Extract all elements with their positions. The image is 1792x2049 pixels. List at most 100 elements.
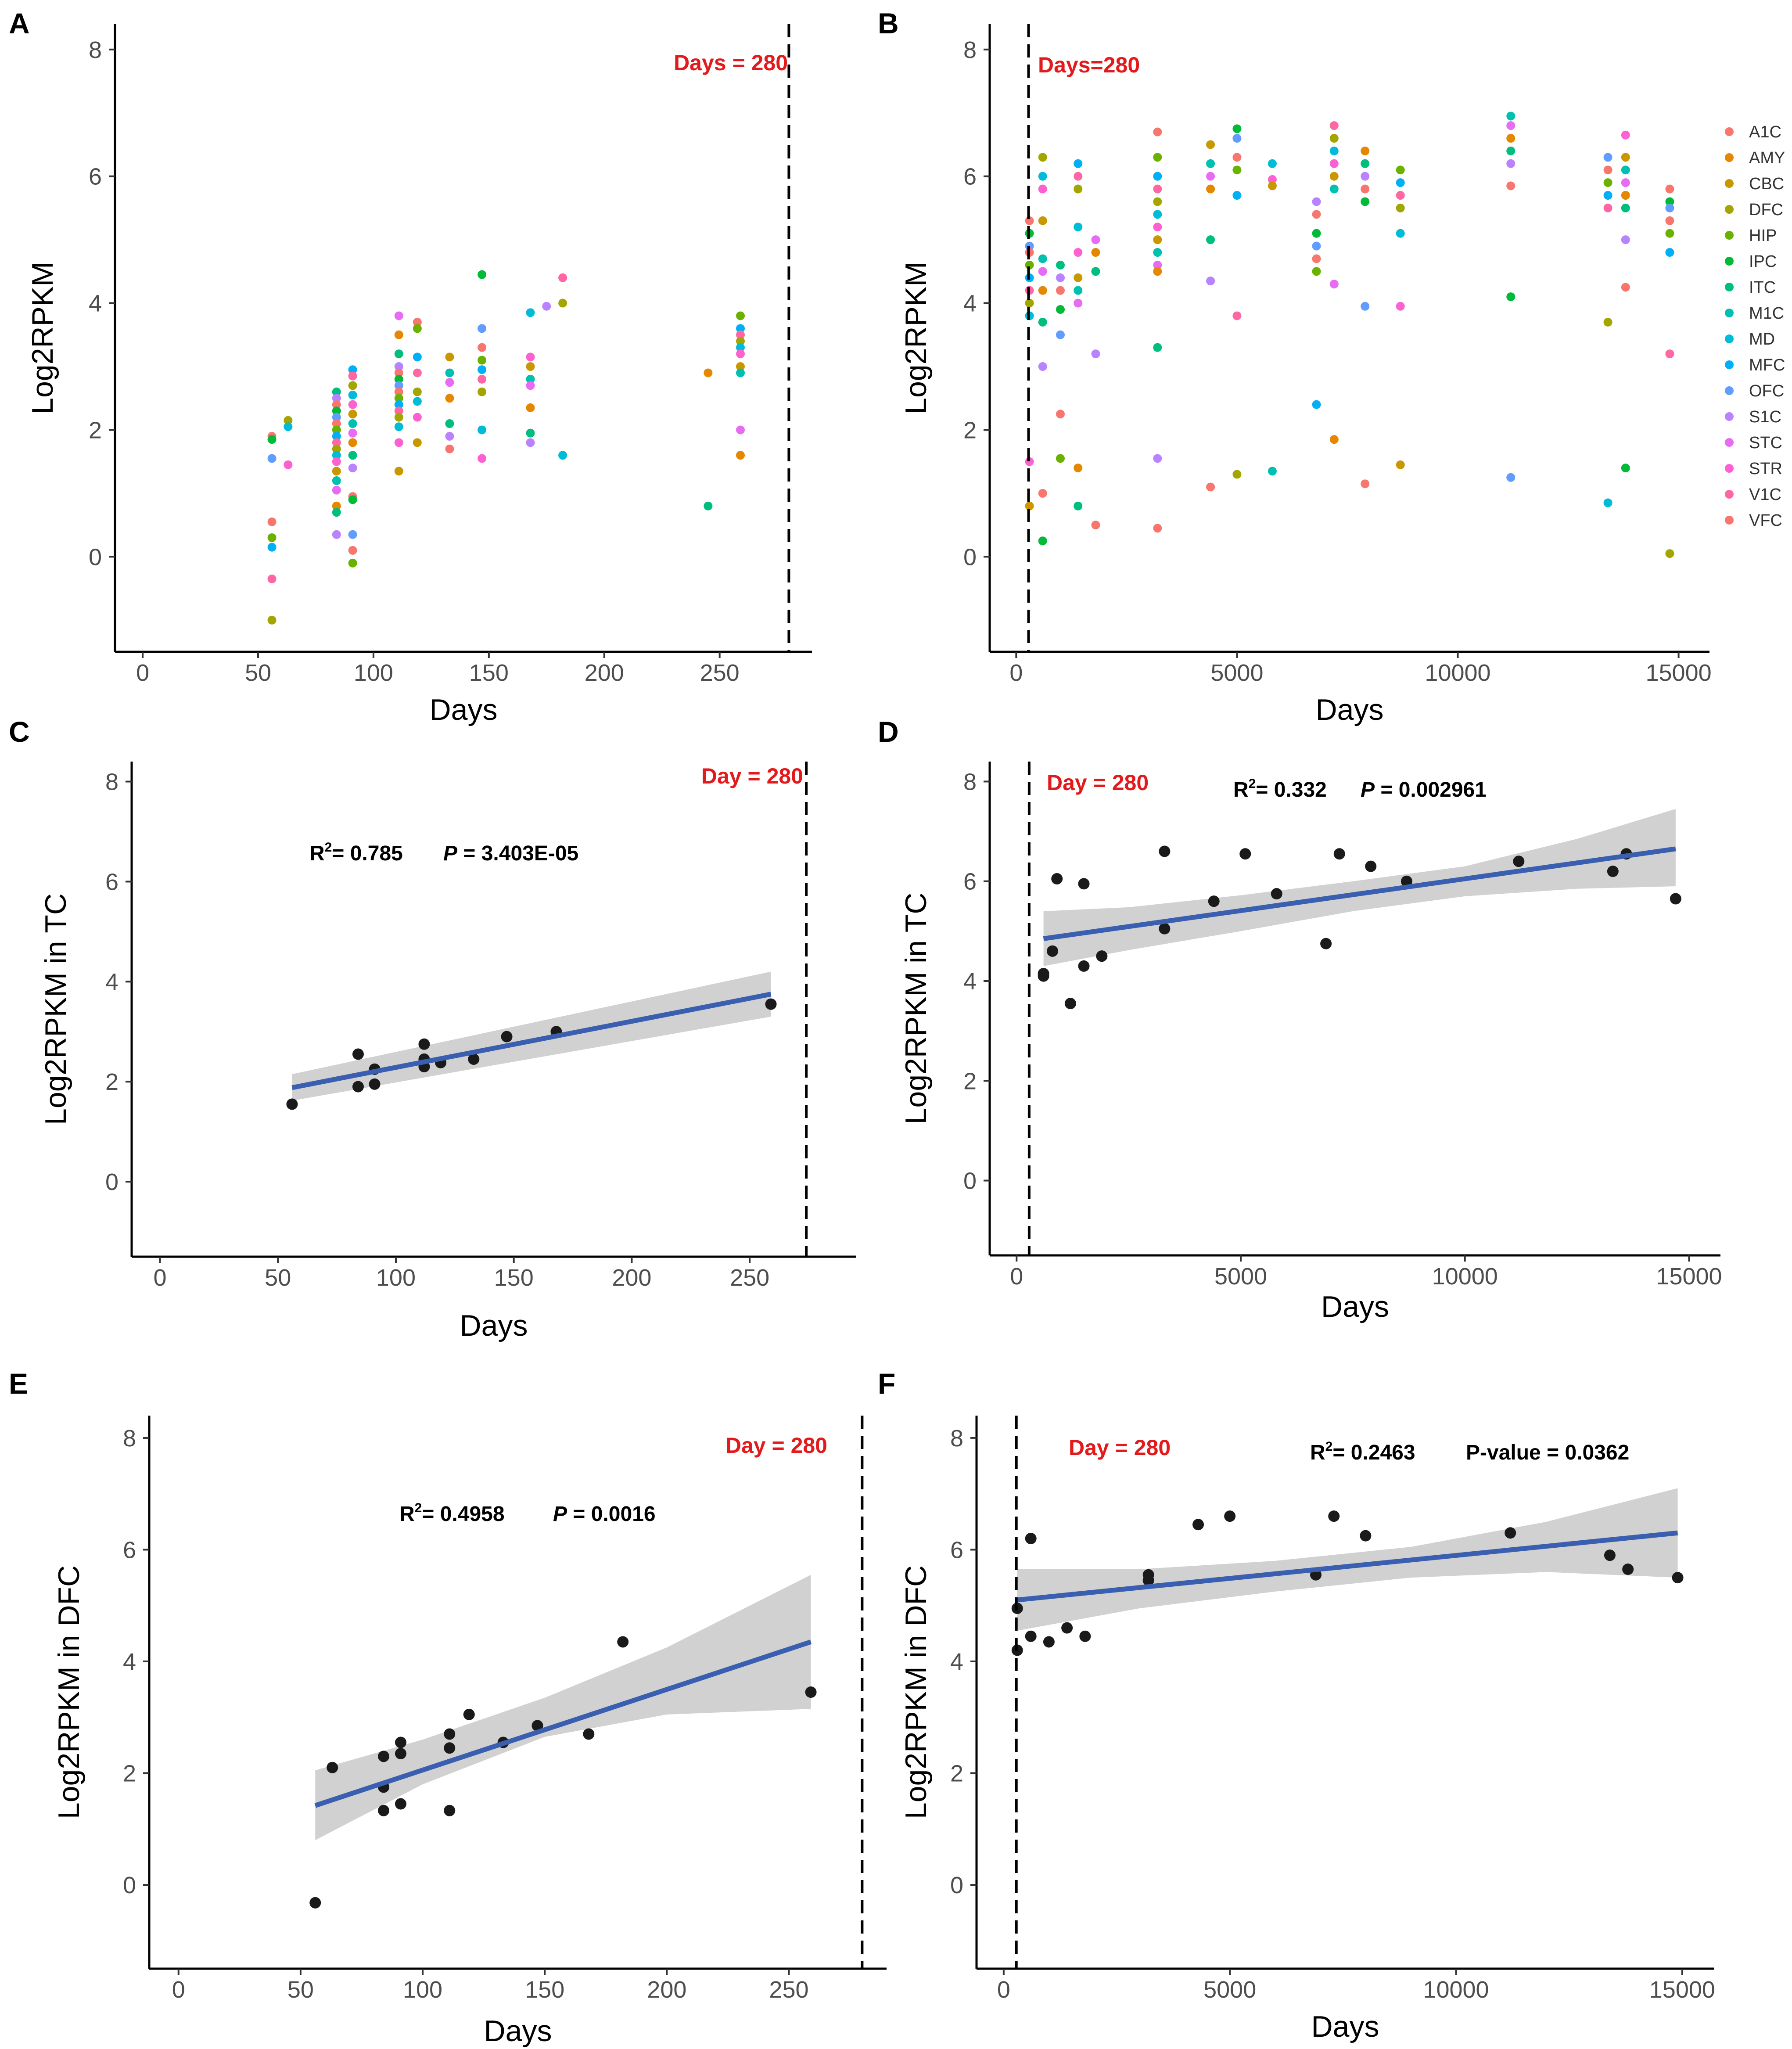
data-point bbox=[1396, 460, 1405, 469]
data-point bbox=[1665, 229, 1674, 238]
p-value-label: P = 0.002961 bbox=[1361, 778, 1487, 802]
data-point bbox=[1621, 178, 1630, 187]
data-point bbox=[394, 362, 403, 371]
data-point bbox=[1074, 286, 1083, 295]
chart-panel-f: 0 5000 10000 15000 0 2 4 6 8 Days Log2RPKM in DFC D… bbox=[899, 1416, 1715, 2043]
data-point bbox=[526, 308, 535, 317]
x-tick-label: 150 bbox=[494, 1265, 534, 1291]
data-point bbox=[1206, 482, 1215, 492]
data-point bbox=[1506, 181, 1515, 191]
x-tick-label: 200 bbox=[612, 1265, 651, 1291]
data-point bbox=[1038, 172, 1047, 181]
data-point bbox=[1621, 464, 1630, 473]
data-point bbox=[542, 302, 551, 311]
data-point bbox=[394, 368, 403, 377]
panel-letter-c: C bbox=[9, 715, 30, 748]
legend-label: V1C bbox=[1749, 485, 1781, 504]
r-value: = 0.2463 bbox=[1332, 1441, 1415, 1464]
vline-label: Day = 280 bbox=[1047, 770, 1149, 795]
data-point bbox=[394, 394, 403, 403]
data-point bbox=[369, 1078, 381, 1090]
data-point bbox=[332, 431, 341, 441]
data-point bbox=[1320, 938, 1332, 949]
data-point bbox=[1506, 146, 1515, 155]
x-tick-label: 15000 bbox=[1649, 1977, 1715, 2003]
data-point bbox=[332, 387, 341, 396]
r-superscript: 2 bbox=[1249, 776, 1256, 791]
y-tick-label: 0 bbox=[123, 1872, 136, 1898]
data-point bbox=[1064, 998, 1076, 1010]
data-point bbox=[1208, 895, 1220, 907]
legend-swatch bbox=[1725, 257, 1734, 266]
r-symbol: R bbox=[309, 842, 325, 865]
x-tick-label: 5000 bbox=[1203, 1977, 1256, 2003]
data-point bbox=[413, 324, 422, 333]
legend-label: STR bbox=[1749, 460, 1782, 478]
data-point bbox=[1038, 267, 1047, 276]
y-tick-label: 0 bbox=[950, 1872, 963, 1898]
y-tick-label: 6 bbox=[963, 869, 977, 895]
data-point bbox=[478, 374, 487, 384]
data-point bbox=[1603, 191, 1612, 200]
r-superscript: 2 bbox=[1325, 1439, 1333, 1454]
data-point bbox=[1038, 184, 1047, 194]
y-tick-label: 0 bbox=[963, 1168, 977, 1194]
data-point bbox=[1038, 317, 1047, 327]
p-value: = 0.002961 bbox=[1375, 778, 1487, 802]
data-point bbox=[348, 464, 357, 473]
x-tick-label: 100 bbox=[376, 1265, 416, 1291]
y-tick-label: 2 bbox=[123, 1761, 136, 1787]
data-point bbox=[413, 317, 422, 327]
data-point bbox=[1312, 210, 1321, 219]
data-point bbox=[1038, 970, 1049, 982]
data-point bbox=[1361, 184, 1370, 194]
data-point bbox=[1621, 203, 1630, 212]
data-point bbox=[348, 365, 357, 374]
data-point bbox=[1329, 121, 1339, 130]
data-point bbox=[267, 543, 277, 552]
data-point bbox=[445, 352, 454, 362]
data-point bbox=[1607, 866, 1619, 877]
data-point bbox=[1153, 454, 1162, 463]
data-point bbox=[1159, 845, 1171, 857]
legend-label: OFC bbox=[1749, 382, 1784, 400]
data-point bbox=[1513, 856, 1525, 867]
legend-label: MD bbox=[1749, 330, 1775, 349]
data-point bbox=[526, 362, 535, 371]
data-point bbox=[1025, 298, 1034, 308]
data-point bbox=[348, 371, 357, 381]
data-point bbox=[1232, 191, 1242, 200]
y-tick-label: 0 bbox=[105, 1169, 119, 1195]
data-point bbox=[1206, 159, 1215, 168]
data-point bbox=[1051, 873, 1063, 885]
p-value: = 0.0016 bbox=[567, 1503, 656, 1526]
legend-label: A1C bbox=[1749, 123, 1781, 141]
data-point bbox=[1603, 178, 1612, 187]
y-tick-label: 8 bbox=[963, 769, 977, 795]
data-point bbox=[1038, 153, 1047, 162]
confidence-band bbox=[315, 1574, 811, 1841]
x-tick-label: 0 bbox=[997, 1977, 1010, 2003]
legend-swatch bbox=[1725, 516, 1734, 525]
data-point bbox=[1621, 153, 1630, 162]
data-point bbox=[1061, 1622, 1073, 1634]
vline-label: Day = 280 bbox=[1069, 1435, 1171, 1460]
data-point bbox=[1396, 203, 1405, 212]
data-point bbox=[1038, 216, 1047, 225]
panel-letter-f: F bbox=[878, 1367, 895, 1400]
data-point bbox=[736, 311, 745, 320]
data-point bbox=[286, 1098, 298, 1110]
data-point bbox=[1670, 893, 1681, 905]
data-point bbox=[1038, 536, 1047, 546]
chart-panel-d: 0 5000 10000 15000 0 2 4 6 8 Days Log2RPKM in TC Da… bbox=[899, 762, 1722, 1323]
y-tick-label: 0 bbox=[89, 544, 102, 570]
data-point bbox=[1665, 216, 1674, 225]
data-point bbox=[352, 1048, 364, 1060]
x-tick-label: 150 bbox=[525, 1977, 564, 2003]
data-point bbox=[332, 451, 341, 460]
data-point bbox=[1621, 283, 1630, 292]
p-symbol: P bbox=[553, 1503, 567, 1526]
y-axis-title: Log2RPKM in TC bbox=[39, 893, 72, 1125]
data-point bbox=[395, 1748, 406, 1759]
data-point bbox=[468, 1053, 480, 1065]
